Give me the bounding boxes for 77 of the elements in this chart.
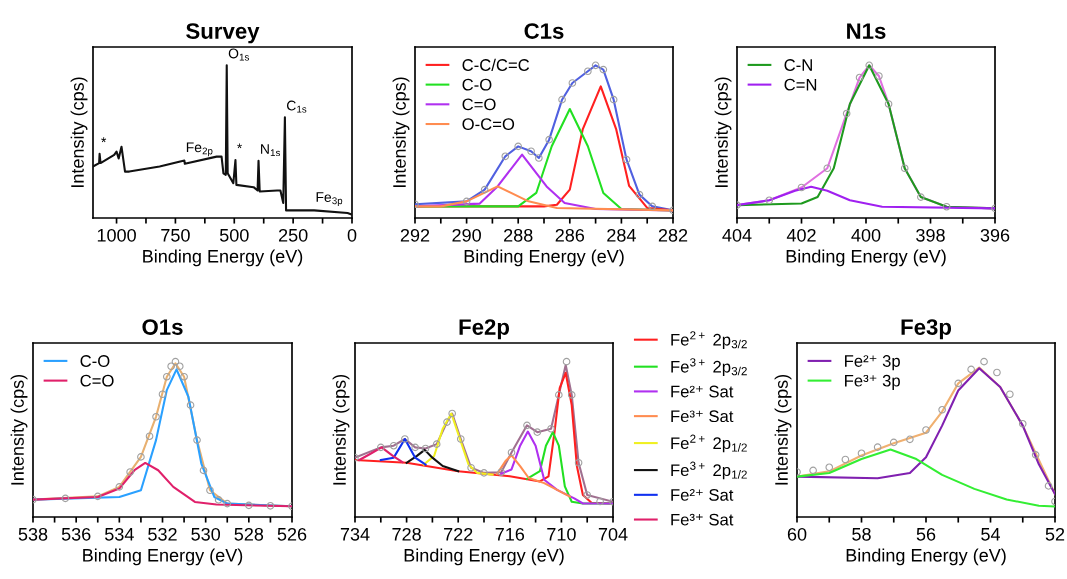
chart-title: N1s [847, 23, 886, 39]
y-axis-title: Intensity (cps) [332, 374, 350, 485]
annotation: N$_{1s}$ [261, 144, 280, 157]
x-tick-label: 734 [340, 527, 370, 541]
x-tick-label: 1000 [97, 228, 136, 242]
x-tick-label: 396 [980, 228, 1010, 242]
legend-label: C-O [80, 355, 110, 367]
y-axis-title: Intensity (cps) [70, 77, 88, 188]
annotation: Fe$_{3p}$ [316, 192, 343, 207]
legend-label: Fe³⁺ 3p [845, 374, 900, 390]
x-tick-label: 538 [18, 527, 48, 541]
x-tick-label: 52 [1045, 527, 1065, 541]
legend-label: Fe³⁺ Sat [671, 410, 734, 423]
legend-label: Fe³⁺ Sat [671, 513, 734, 526]
x-axis-title: Binding Energy (eV) [464, 249, 624, 267]
legend-label: Fe²⁺ Sat [671, 385, 734, 398]
x-tick-label: 56 [916, 527, 936, 541]
legend-label: C-N [784, 59, 812, 71]
legend-label: C=O [462, 98, 496, 111]
legend-label: Fe$^{3+}$ 2p$_{1/2}$ [671, 461, 747, 480]
legend-label: Fe$^{2+}$ 2p$_{3/2}$ [671, 331, 747, 349]
x-axis-title: Binding Energy (eV) [786, 249, 946, 267]
x-tick-label: 282 [658, 228, 688, 242]
x-axis-title: Binding Energy (eV) [846, 548, 1006, 566]
legend-label: C=N [784, 78, 817, 91]
x-tick-label: 402 [786, 228, 816, 242]
x-tick-label: 286 [555, 228, 585, 242]
x-tick-label: 400 [851, 228, 881, 242]
x-tick-label: 728 [392, 527, 421, 541]
chart-title: Fe2p [459, 319, 510, 340]
x-tick-label: 58 [852, 527, 871, 541]
x-tick-label: 398 [916, 228, 945, 242]
x-tick-label: 528 [234, 527, 264, 541]
legend-label: Fe$^{2+}$ 2p$_{1/2}$ [671, 434, 747, 453]
y-axis-title: Intensity (cps) [714, 77, 732, 188]
x-tick-label: 54 [981, 528, 1001, 541]
x-axis-title: Binding Energy (eV) [83, 548, 243, 566]
legend-label: Fe²⁺ 3p [845, 355, 900, 371]
chart-title: Survey [186, 23, 260, 44]
legend-label: Fe²⁺ Sat [671, 489, 734, 501]
y-axis-title: Intensity (cps) [392, 77, 410, 188]
x-tick-label: 710 [547, 527, 576, 541]
y-axis-title: Intensity (cps) [10, 374, 28, 485]
legend-label: Fe$^{3+}$ 2p$_{3/2}$ [671, 358, 747, 376]
x-tick-label: 60 [787, 527, 807, 541]
x-tick-label: 534 [104, 527, 134, 541]
x-tick-label: 532 [148, 527, 177, 541]
x-tick-label: 526 [277, 527, 307, 541]
annotation: * [237, 143, 243, 149]
legend-label: C-O [462, 78, 492, 91]
x-axis-title: Binding Energy (eV) [404, 548, 564, 566]
x-axis-title: Binding Energy (eV) [143, 249, 303, 267]
y-axis-title: Intensity (cps) [774, 374, 792, 485]
x-tick-label: 404 [722, 228, 752, 242]
x-tick-label: 0 [347, 228, 357, 242]
x-tick-label: 288 [504, 228, 533, 242]
chart-title: C1s [524, 23, 564, 39]
x-tick-label: 250 [278, 228, 308, 242]
annotation: * [101, 137, 107, 143]
legend-label: O-C=O [462, 118, 515, 131]
x-tick-label: 290 [452, 228, 481, 242]
x-tick-label: 536 [61, 527, 91, 541]
x-tick-label: 500 [219, 228, 249, 242]
chart-title: O1s [142, 319, 183, 335]
legend-label: C=O [80, 374, 114, 387]
legend-label: C-C/C=C [462, 58, 530, 71]
chart-title: Fe3p [901, 319, 952, 340]
x-tick-label: 716 [495, 527, 525, 541]
annotation: C$_{1s}$ [286, 100, 307, 113]
x-tick-label: 292 [400, 228, 430, 242]
annotation: Fe$_{2p}$ [186, 142, 213, 157]
x-tick-label: 704 [598, 527, 628, 541]
annotation: O$_{1s}$ [228, 48, 249, 61]
x-tick-label: 530 [191, 527, 221, 541]
x-tick-label: 750 [161, 228, 190, 242]
x-tick-label: 722 [444, 527, 473, 541]
x-tick-label: 284 [607, 228, 636, 242]
